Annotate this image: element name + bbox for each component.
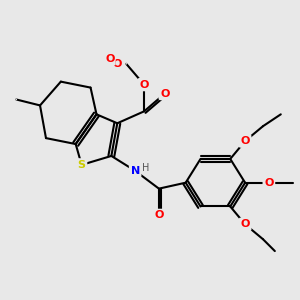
Text: O: O	[160, 88, 170, 98]
Text: O: O	[240, 219, 250, 229]
Text: O: O	[154, 210, 164, 220]
Text: S: S	[78, 160, 86, 170]
Text: O: O	[264, 178, 274, 188]
Text: O: O	[105, 54, 115, 64]
Text: H: H	[142, 163, 149, 173]
Text: O: O	[112, 59, 122, 69]
Text: O: O	[240, 136, 250, 146]
Text: N: N	[130, 166, 140, 176]
Text: O: O	[140, 80, 149, 90]
